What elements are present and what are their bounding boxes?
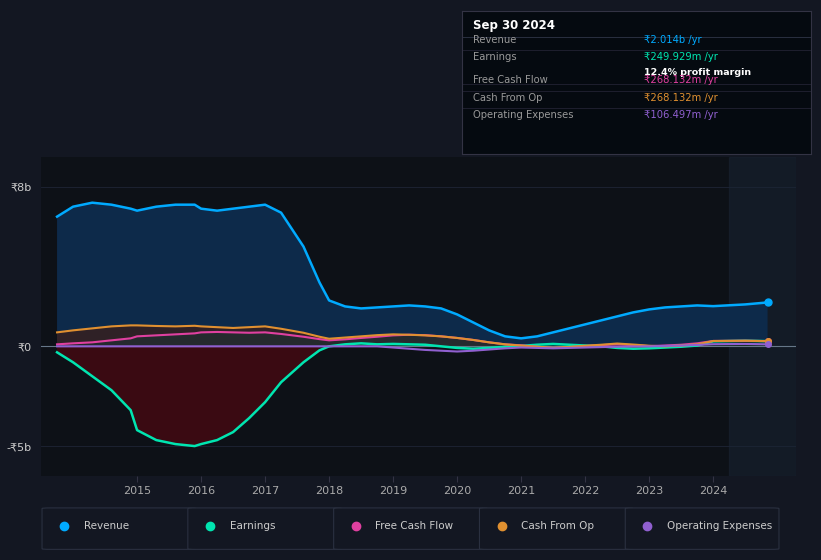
Text: Operating Expenses: Operating Expenses <box>667 521 773 531</box>
Text: Cash From Op: Cash From Op <box>521 521 594 531</box>
Text: ₹106.497m /yr: ₹106.497m /yr <box>644 110 718 120</box>
Text: 12.4% profit margin: 12.4% profit margin <box>644 68 750 77</box>
Text: Revenue: Revenue <box>84 521 129 531</box>
Text: Sep 30 2024: Sep 30 2024 <box>473 19 555 32</box>
Text: ₹268.132m /yr: ₹268.132m /yr <box>644 75 718 85</box>
FancyBboxPatch shape <box>42 508 195 549</box>
Text: Free Cash Flow: Free Cash Flow <box>375 521 453 531</box>
Text: Operating Expenses: Operating Expenses <box>473 110 573 120</box>
FancyBboxPatch shape <box>626 508 779 549</box>
Text: Revenue: Revenue <box>473 35 516 45</box>
Text: ₹249.929m /yr: ₹249.929m /yr <box>644 52 718 62</box>
FancyBboxPatch shape <box>333 508 488 549</box>
Text: ₹268.132m /yr: ₹268.132m /yr <box>644 93 718 102</box>
FancyBboxPatch shape <box>188 508 342 549</box>
Bar <box>729 157 796 476</box>
Text: Earnings: Earnings <box>473 52 516 62</box>
Text: Free Cash Flow: Free Cash Flow <box>473 75 548 85</box>
Text: Earnings: Earnings <box>230 521 275 531</box>
Text: Cash From Op: Cash From Op <box>473 93 542 102</box>
FancyBboxPatch shape <box>479 508 633 549</box>
Text: ₹2.014b /yr: ₹2.014b /yr <box>644 35 701 45</box>
